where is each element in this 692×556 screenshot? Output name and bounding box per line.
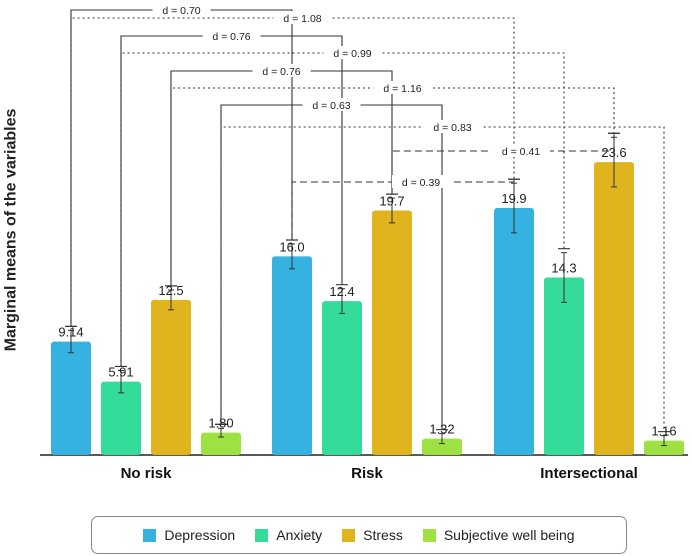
- effect-size-label: d = 0.70: [162, 5, 200, 17]
- effect-size-label-bg: [392, 175, 450, 188]
- legend-label-stress: Stress: [363, 527, 403, 543]
- data-label: 14.3: [551, 261, 576, 276]
- x-tick-label: No risk: [121, 465, 173, 482]
- effect-size-label: d = 0.83: [433, 122, 471, 134]
- bar: [151, 299, 191, 455]
- legend-swatch-subjective-well-being: [422, 528, 436, 542]
- data-label: 1.80: [208, 416, 233, 431]
- effect-size-label-bg: [273, 11, 332, 24]
- bar: [101, 381, 141, 455]
- effect-size-label-bg: [152, 3, 211, 16]
- bar: [494, 208, 534, 455]
- bar: [51, 341, 91, 455]
- significance-bracket: [70, 17, 515, 327]
- effect-size-label: d = 0.76: [212, 31, 250, 43]
- bar: [644, 440, 684, 455]
- y-axis-label-wrapper: Marginal means of the variables: [0, 0, 26, 460]
- data-label: 1.16: [651, 424, 676, 439]
- x-tick-label: Risk: [351, 465, 383, 482]
- bar: [272, 256, 312, 455]
- significance-bracket: [70, 9, 293, 327]
- data-label: 19.9: [501, 191, 526, 206]
- bar: [372, 210, 412, 455]
- effect-size-label-bg: [323, 46, 382, 59]
- effect-size-label-bg: [492, 144, 550, 157]
- legend-item-depression: Depression: [143, 527, 235, 543]
- legend-swatch-depression: [143, 528, 157, 542]
- effect-size-label-bg: [202, 29, 261, 42]
- bar: [422, 438, 462, 455]
- data-label: 12.4: [329, 284, 354, 299]
- effect-size-label-bg: [423, 120, 482, 133]
- effect-size-label-bg: [302, 98, 361, 111]
- legend-swatch-stress: [342, 528, 356, 542]
- legend-item-stress: Stress: [342, 527, 403, 543]
- effect-size-label: d = 0.63: [312, 100, 350, 112]
- effect-size-label-bg: [252, 64, 311, 77]
- legend-label-subjective-well-being: Subjective well being: [443, 527, 575, 543]
- data-label: 1.32: [429, 422, 454, 437]
- data-label: 19.7: [379, 194, 404, 209]
- effect-size-label: d = 0.76: [262, 66, 300, 78]
- effect-size-label: d = 0.99: [333, 48, 371, 60]
- legend-label-anxiety: Anxiety: [276, 527, 323, 543]
- effect-size-label-bg: [373, 81, 432, 94]
- legend: Depression Anxiety Stress Subjective wel…: [91, 516, 627, 554]
- data-label: 16.0: [279, 239, 304, 254]
- x-tick-label: Intersectional: [540, 465, 638, 482]
- data-label: 5.91: [108, 365, 133, 380]
- legend-swatch-anxiety: [255, 528, 269, 542]
- bar: [322, 301, 362, 455]
- significance-bracket: [120, 52, 565, 367]
- effect-size-label: d = 1.16: [383, 83, 421, 95]
- effect-size-label: d = 0.41: [502, 146, 540, 158]
- legend-item-subjective-well-being: Subjective well being: [422, 527, 575, 543]
- bar: [201, 432, 241, 455]
- y-axis-label: Marginal means of the variables: [2, 108, 19, 352]
- data-label: 23.6: [601, 145, 626, 160]
- effect-size-label: d = 0.39: [402, 177, 440, 189]
- effect-size-label: d = 1.08: [283, 13, 321, 25]
- data-label: 9.14: [58, 325, 83, 340]
- legend-label-depression: Depression: [164, 527, 236, 543]
- data-label: 12.5: [158, 283, 183, 298]
- bar: [594, 162, 634, 455]
- legend-item-anxiety: Anxiety: [255, 527, 322, 543]
- bar: [544, 277, 584, 455]
